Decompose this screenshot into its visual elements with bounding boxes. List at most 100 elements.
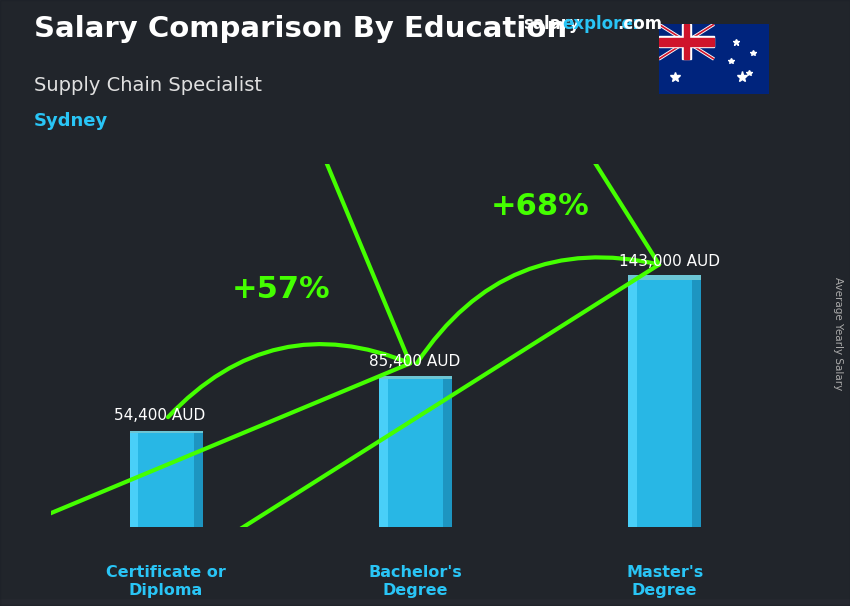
Bar [0, 602, 850, 605]
Bar [0, 601, 850, 604]
Bar [0, 600, 850, 604]
Bar [0, 602, 850, 605]
Bar [0, 601, 850, 604]
Bar [0, 601, 850, 604]
Bar [0, 602, 850, 605]
Bar [0, 602, 850, 605]
Bar [0, 602, 850, 605]
Bar [0, 600, 850, 603]
Bar [0, 602, 850, 605]
Bar [0, 603, 850, 606]
Bar [0, 601, 850, 604]
Bar [0, 601, 850, 604]
Text: explorer: explorer [563, 15, 642, 33]
Bar [0, 603, 850, 606]
Bar [0, 601, 850, 604]
Bar [0, 601, 850, 604]
Bar [0, 603, 850, 606]
Bar [0, 602, 850, 605]
Bar [0, 600, 850, 603]
Bar [0, 600, 850, 603]
Text: Average Yearly Salary: Average Yearly Salary [833, 277, 843, 390]
Bar [0, 602, 850, 605]
Text: Supply Chain Specialist: Supply Chain Specialist [34, 76, 262, 95]
Bar [0, 601, 850, 604]
Bar [0, 602, 850, 605]
Text: Bachelor's
Degree: Bachelor's Degree [369, 565, 462, 598]
Bar [0, 601, 850, 604]
Bar [0, 600, 850, 603]
Bar [0, 602, 850, 605]
Bar [0, 602, 850, 605]
Bar [0, 601, 850, 604]
Bar [0, 602, 850, 605]
Bar [0, 603, 850, 606]
Bar [0, 602, 850, 605]
Bar [0, 601, 850, 604]
Bar [0, 601, 850, 604]
Bar [130, 433, 202, 527]
Bar [0, 601, 850, 604]
Bar [0, 602, 850, 605]
Bar [0, 603, 850, 606]
Bar [0, 603, 850, 606]
Bar [0, 601, 850, 604]
FancyArrowPatch shape [0, 0, 410, 590]
Text: .com: .com [617, 15, 662, 33]
Bar [0, 602, 850, 605]
Bar [0, 601, 850, 604]
Bar [0, 600, 850, 603]
Text: Certificate or
Diploma: Certificate or Diploma [106, 565, 226, 598]
Bar [0, 602, 850, 605]
Bar [0, 602, 850, 605]
Bar [0, 601, 850, 604]
Text: +68%: +68% [490, 193, 589, 221]
Bar [693, 279, 701, 527]
Bar [0, 602, 850, 605]
Bar [0, 600, 850, 603]
Bar [0, 602, 850, 605]
Bar [0, 602, 850, 605]
Bar [0, 600, 850, 603]
Bar [0, 600, 850, 603]
Bar [0, 601, 850, 604]
Bar [0, 601, 850, 604]
Bar [379, 379, 452, 527]
Bar [0, 601, 850, 604]
Bar [0, 602, 850, 605]
Bar [659, 36, 714, 47]
Bar [0, 602, 850, 605]
Bar [0, 601, 850, 604]
Bar [0, 601, 850, 604]
Bar [0, 601, 850, 605]
Bar [0, 602, 850, 605]
Bar [0, 601, 850, 604]
Bar [0, 602, 850, 605]
Bar [0, 602, 850, 605]
Bar [0, 603, 850, 606]
Bar [0, 601, 850, 604]
Bar [0, 601, 850, 604]
Bar [0, 601, 850, 604]
Bar [0, 601, 850, 604]
Bar [0, 601, 850, 604]
Bar [0, 600, 850, 603]
Bar [0, 602, 850, 605]
Bar [0, 602, 850, 605]
Bar [0, 601, 850, 604]
Bar [0, 602, 850, 605]
Bar [0, 600, 850, 603]
Bar [0, 602, 850, 605]
Text: salary: salary [523, 15, 580, 33]
Text: 143,000 AUD: 143,000 AUD [619, 255, 720, 269]
Bar [0, 602, 850, 605]
Bar [0, 600, 850, 603]
Bar [0, 602, 850, 605]
Bar [0, 603, 850, 606]
Bar [0, 601, 850, 604]
Bar [0, 600, 850, 603]
Bar [0, 603, 850, 606]
Bar [0, 602, 850, 605]
Bar [0, 601, 850, 604]
Bar [0, 601, 850, 604]
